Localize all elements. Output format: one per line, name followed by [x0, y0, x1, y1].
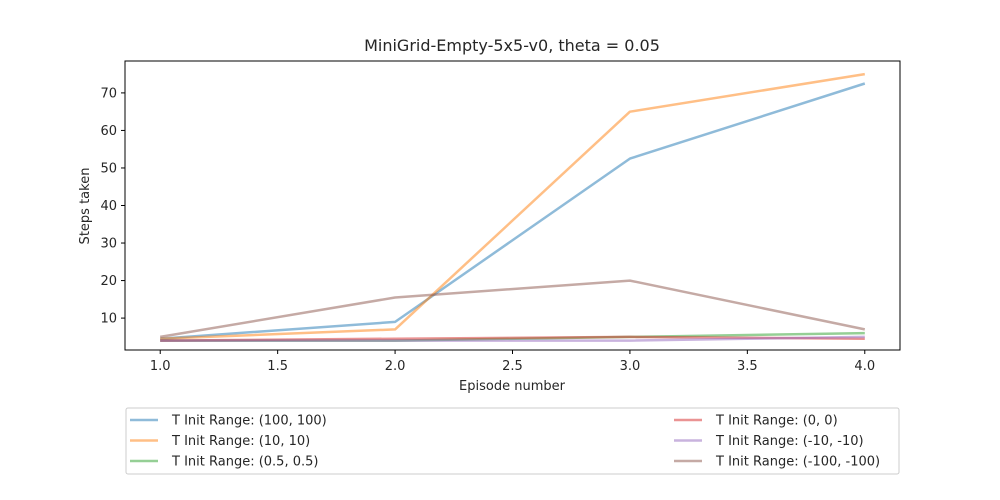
legend-label: T Init Range: (100, 100) — [171, 414, 327, 429]
plot-area: 1.0 1.5 2.0 2.5 3.0 3.5 4.0 10 20 30 40 50 60 70 — [100, 60, 901, 374]
x-axis-label: Episode number — [459, 379, 566, 394]
y-tick-label: 30 — [100, 237, 117, 252]
y-tick-label: 10 — [100, 312, 117, 327]
y-tick-label: 40 — [100, 199, 117, 214]
legend-label: T Init Range: (0.5, 0.5) — [171, 455, 318, 470]
series-line-6 — [159, 279, 866, 339]
y-axis-label: Steps taken — [78, 168, 93, 245]
legend-label: T Init Range: (0, 0) — [715, 414, 838, 429]
x-tick-label: 3.0 — [620, 359, 641, 374]
series-line-5 — [160, 335, 865, 342]
chart-title: MiniGrid-Empty-5x5-v0, theta = 0.05 — [364, 36, 660, 55]
y-tick-label: 20 — [100, 274, 117, 289]
x-tick-label: 2.0 — [385, 359, 406, 374]
legend: T Init Range: (100, 100) T Init Range: (1… — [125, 407, 900, 475]
y-tick-label: 50 — [100, 161, 117, 176]
legend-box — [125, 407, 900, 475]
legend-label: T Init Range: (10, 10) — [171, 434, 310, 449]
series-line-2 — [160, 72, 865, 340]
x-tick-label: 3.5 — [737, 359, 758, 374]
x-tick-label: 2.5 — [502, 359, 523, 374]
legend-label: T Init Range: (-100, -100) — [715, 455, 880, 470]
x-tick-label: 1.0 — [150, 359, 171, 374]
y-tick-label: 70 — [100, 86, 117, 101]
axes-frame — [124, 60, 901, 351]
series-line-1 — [160, 82, 866, 340]
x-tick-label: 4.0 — [854, 359, 875, 374]
y-tick-label: 60 — [100, 124, 117, 139]
legend-label: T Init Range: (-10, -10) — [715, 434, 864, 449]
x-tick-label: 1.5 — [267, 359, 288, 374]
